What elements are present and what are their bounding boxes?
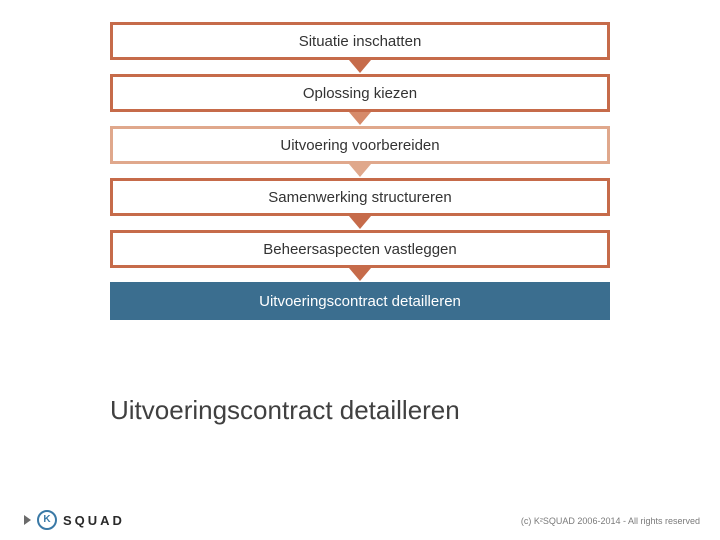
process-step: Oplossing kiezen: [110, 74, 610, 112]
footer-copyright: (c) K²SQUAD 2006-2014 - All rights reser…: [521, 516, 700, 526]
process-step-box: Samenwerking structureren: [110, 178, 610, 216]
process-step: Beheersaspecten vastleggen: [110, 230, 610, 268]
process-step: Uitvoering voorbereiden: [110, 126, 610, 164]
process-step-label: Oplossing kiezen: [303, 85, 417, 102]
brand-badge: K: [37, 510, 57, 530]
down-arrow-icon: [349, 60, 371, 73]
process-step-box: Uitvoeringscontract detailleren: [110, 282, 610, 320]
process-step-box: Uitvoering voorbereiden: [110, 126, 610, 164]
footer-brand: K SQUAD: [24, 510, 125, 530]
process-step-label: Samenwerking structureren: [268, 189, 451, 206]
process-step-label: Uitvoering voorbereiden: [280, 137, 439, 154]
process-step: Uitvoeringscontract detailleren: [110, 282, 610, 320]
play-icon: [24, 515, 31, 525]
slide-subtitle: Uitvoeringscontract detailleren: [110, 395, 460, 426]
process-step: Samenwerking structureren: [110, 178, 610, 216]
process-step-label: Beheersaspecten vastleggen: [263, 241, 456, 258]
brand-wordmark: SQUAD: [63, 513, 125, 528]
process-step-box: Beheersaspecten vastleggen: [110, 230, 610, 268]
process-step-box: Situatie inschatten: [110, 22, 610, 60]
down-arrow-icon: [349, 216, 371, 229]
down-arrow-icon: [349, 164, 371, 177]
process-step-label: Situatie inschatten: [299, 33, 422, 50]
process-step: Situatie inschatten: [110, 22, 610, 60]
process-step-box: Oplossing kiezen: [110, 74, 610, 112]
down-arrow-icon: [349, 268, 371, 281]
process-steps: Situatie inschatten Oplossing kiezen Uitvo…: [110, 22, 610, 334]
slide: Situatie inschatten Oplossing kiezen Uitvo…: [0, 0, 720, 540]
down-arrow-icon: [349, 112, 371, 125]
process-step-label: Uitvoeringscontract detailleren: [259, 293, 461, 310]
